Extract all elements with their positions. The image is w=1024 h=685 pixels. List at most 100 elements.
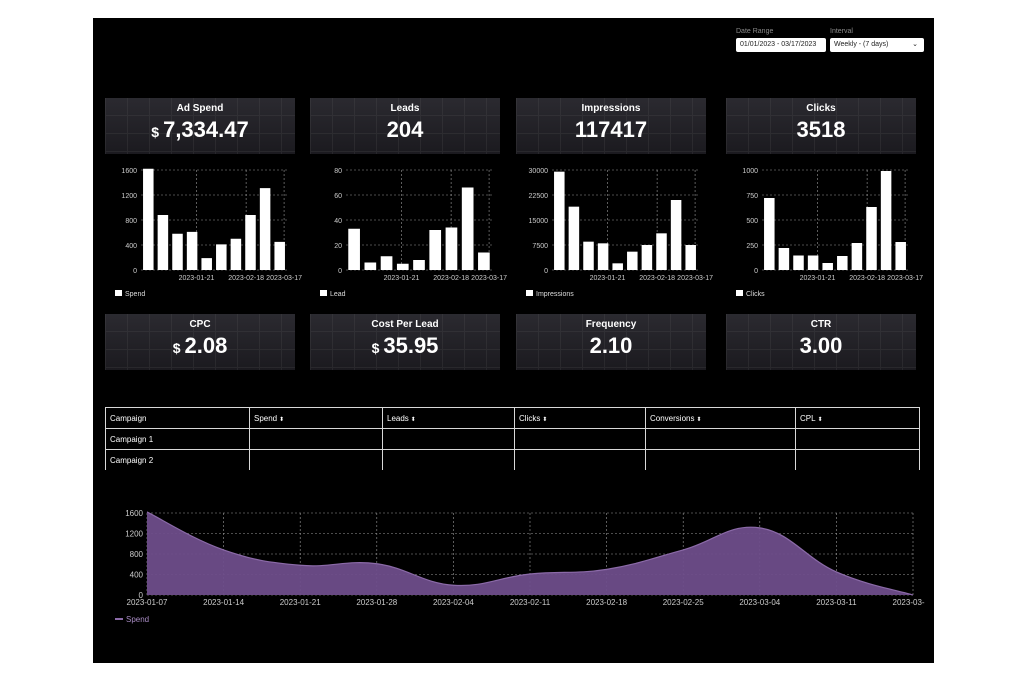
y-tick-label: 15000 xyxy=(529,218,549,225)
sort-icon: ⬍ xyxy=(542,416,548,423)
bar xyxy=(807,255,819,270)
bar xyxy=(793,255,804,270)
column-header-conversions[interactable]: Conversions ⬍ xyxy=(645,407,796,429)
kpi-ctr: CTR 3.00 xyxy=(726,314,916,370)
y-tick-label: 0 xyxy=(139,591,144,600)
bar xyxy=(583,241,594,270)
kpi-number: 7,334.47 xyxy=(163,117,249,142)
y-tick-label: 800 xyxy=(125,218,137,225)
sort-icon: ⬍ xyxy=(817,416,823,423)
kpi-title: Impressions xyxy=(581,103,641,114)
y-tick-label: 0 xyxy=(133,268,137,275)
y-tick-label: 20 xyxy=(334,243,342,250)
y-tick-label: 7500 xyxy=(532,243,548,250)
kpi-number: 2.10 xyxy=(589,333,633,358)
y-tick-label: 1600 xyxy=(121,168,137,175)
x-tick-label: 2023-02-18 xyxy=(433,275,469,282)
bar xyxy=(597,243,609,270)
column-header-leads[interactable]: Leads ⬍ xyxy=(382,407,515,429)
table-cell: Campaign 2 xyxy=(105,449,250,470)
x-tick-label: 2023-01-21 xyxy=(280,598,321,607)
clicks-bar-chart-svg: 0 250 500 750 1000 2023-01-21 2023-02-18 2023-0… xyxy=(736,168,923,298)
bar xyxy=(895,242,906,270)
y-tick-label: 1000 xyxy=(742,168,758,175)
leads-bar-chart-svg: 0 20 40 60 80 2023-01-21 2023-02-18 2023-03-17 L… xyxy=(320,168,507,298)
table-header-row: Campaign Spend ⬍ Leads ⬍ Clicks ⬍ Conversio… xyxy=(105,407,920,429)
spend-bar-chart: 0 400 800 1200 1600 2023-01-21 2023-02-18 2023-… xyxy=(105,164,302,304)
table-cell xyxy=(382,428,515,450)
x-tick-label: 2023-03-11 xyxy=(816,598,857,607)
bar xyxy=(186,231,198,270)
x-tick-label: 2023-02-18 xyxy=(586,598,627,607)
legend-swatch xyxy=(320,290,327,296)
table-cell xyxy=(249,428,383,450)
kpi-number: 117417 xyxy=(574,117,648,142)
y-tick-label: 22500 xyxy=(529,193,549,200)
spend-area-chart-svg: 0 400 800 1200 1600 2023-01-07 2023-01-14 2023-… xyxy=(115,509,934,624)
x-tick-label: 2023-02-18 xyxy=(639,275,675,282)
column-header-clicks[interactable]: Clicks ⬍ xyxy=(514,407,646,429)
spend-area-chart: 0 400 800 1200 1600 2023-01-07 2023-01-14 2023-… xyxy=(105,503,934,628)
y-tick-label: 0 xyxy=(338,268,342,275)
spend-area xyxy=(147,511,913,595)
bar xyxy=(157,215,169,270)
legend-label: Spend xyxy=(126,615,149,624)
kpi-cpc: CPC $2.08 xyxy=(105,314,295,370)
kpi-impressions: Impressions 117417 xyxy=(516,98,706,154)
sort-icon: ⬍ xyxy=(410,416,416,423)
currency-symbol: $ xyxy=(172,340,181,356)
kpi-title: Frequency xyxy=(585,319,637,330)
y-tick-label: 1200 xyxy=(125,530,143,539)
y-tick-label: 80 xyxy=(334,168,342,175)
bar xyxy=(656,233,667,270)
interval-value: Weekly - (7 days) xyxy=(834,41,889,48)
interval-label: Interval xyxy=(830,28,853,35)
sort-icon: ⬍ xyxy=(696,416,702,423)
y-tick-label: 60 xyxy=(334,193,342,200)
kpi-number: 3.00 xyxy=(799,333,843,358)
kpi-number: 35.95 xyxy=(383,333,439,358)
date-range-input[interactable]: 01/01/2023 - 03/17/2023 xyxy=(736,38,826,52)
date-range-label: Date Range xyxy=(736,28,774,35)
y-tick-label: 800 xyxy=(130,550,144,559)
column-header-campaign[interactable]: Campaign xyxy=(105,407,250,429)
bar xyxy=(778,248,790,270)
interval-select[interactable]: Weekly - (7 days) ⌄ xyxy=(830,38,924,52)
kpi-title: Clicks xyxy=(806,103,836,114)
kpi-number: 3518 xyxy=(796,117,846,142)
x-tick-label: 2023-01-21 xyxy=(179,275,215,282)
table-cell xyxy=(795,449,920,470)
bar xyxy=(764,198,775,270)
clicks-bar-chart: 0 250 500 750 1000 2023-01-21 2023-02-18 2023-0… xyxy=(726,164,923,304)
table-cell xyxy=(795,428,920,450)
bar xyxy=(429,230,442,270)
y-tick-label: 40 xyxy=(334,218,342,225)
column-header-spend[interactable]: Spend ⬍ xyxy=(249,407,383,429)
currency-symbol: $ xyxy=(371,340,380,356)
dashboard: Date Range 01/01/2023 - 03/17/2023 Inter… xyxy=(93,18,934,663)
bar xyxy=(866,207,877,270)
bar xyxy=(670,200,682,270)
column-header-cpl[interactable]: CPL ⬍ xyxy=(795,407,920,429)
bar xyxy=(216,244,227,270)
table-cell xyxy=(514,449,646,470)
legend-swatch xyxy=(115,290,122,296)
kpi-clicks: Clicks 3518 xyxy=(726,98,916,154)
kpi-value: 2.10 xyxy=(516,333,706,359)
kpi-title: CTR xyxy=(810,319,832,330)
table-row[interactable]: Campaign 2 xyxy=(105,449,920,470)
kpi-value: 117417 xyxy=(516,117,706,143)
x-tick-label: 2023-01-21 xyxy=(800,275,836,282)
chevron-down-icon: ⌄ xyxy=(912,41,918,48)
legend-swatch xyxy=(736,290,743,296)
sort-icon: ⬍ xyxy=(279,416,285,423)
legend-swatch xyxy=(526,290,533,296)
x-tick-label: 2023-03-04 xyxy=(739,598,780,607)
y-tick-label: 1600 xyxy=(125,509,143,518)
bar xyxy=(641,245,653,270)
table-row[interactable]: Campaign 1 xyxy=(105,428,920,450)
bar xyxy=(396,263,409,270)
spend-line xyxy=(146,511,914,596)
kpi-title: Leads xyxy=(390,103,420,114)
legend-label: Impressions xyxy=(536,291,574,298)
